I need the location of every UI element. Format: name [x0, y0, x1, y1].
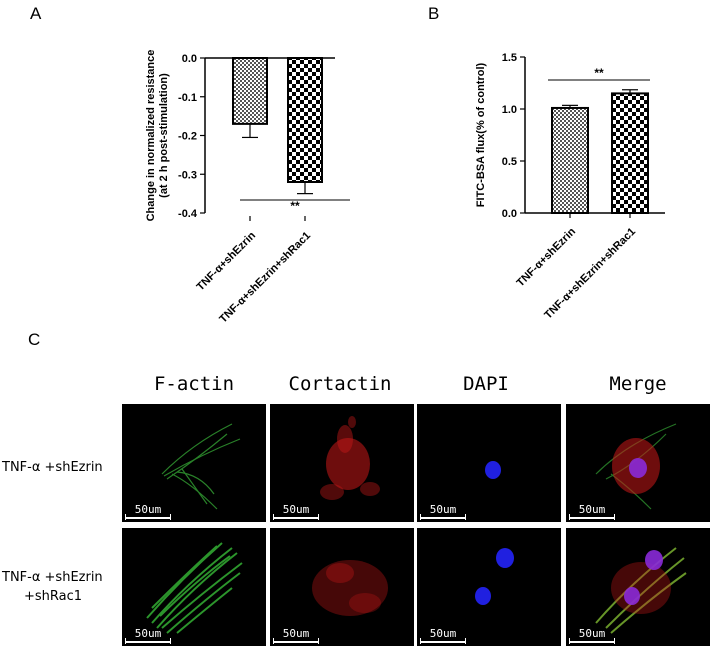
x-tick-label: TNF-α+shEzrin	[515, 225, 579, 289]
panel-label-a: A	[30, 4, 42, 23]
scale-bar: 50um	[273, 627, 319, 644]
y-tick-label: 1.0	[502, 104, 517, 116]
scale-bar: 50um	[273, 503, 319, 520]
row-label-2: TNF-α +shEzrin +shRac1	[2, 568, 103, 606]
image-row1-f-actin: 50um	[122, 404, 266, 522]
column-header-merge: Merge	[609, 373, 667, 395]
image-row2-merge: 50um	[566, 528, 710, 646]
y-axis-label: Change in normalized resistance	[145, 50, 157, 222]
scale-bar: 50um	[420, 503, 466, 520]
row-label-2-line1: TNF-α +shEzrin	[2, 570, 103, 585]
bar	[287, 57, 323, 183]
panel-label-c: C	[28, 330, 41, 349]
scale-bar: 50um	[420, 627, 466, 644]
row-label-1: TNF-α +shEzrin	[2, 458, 103, 477]
bar	[551, 106, 589, 214]
scale-bar: 50um	[569, 503, 615, 520]
scale-bar: 50um	[125, 503, 171, 520]
y-axis-label: FITC-BSA flux(% of control)	[475, 62, 487, 207]
scale-bar: 50um	[569, 627, 615, 644]
chart-a-resistance: 0.0 -0.1 -0.2 -0.3 -0.4 Change in normalized …	[145, 50, 350, 325]
y-tick-label: 0.0	[502, 208, 517, 220]
column-header-cortactin: Cortactin	[288, 373, 392, 395]
bar	[611, 92, 649, 214]
y-tick-label: -0.4	[178, 208, 198, 220]
image-row1-merge: 50um	[566, 404, 710, 522]
significance-label: **	[290, 199, 300, 213]
chart-b-fitc-flux: 0.0 0.5 1.0 1.5 FITC-BSA flux(% of control) T…	[475, 52, 665, 321]
image-row1-dapi: 50um	[417, 404, 561, 522]
y-tick-label: 1.5	[502, 52, 517, 64]
column-header-f-actin: F-actin	[153, 373, 235, 395]
y-tick-label: -0.2	[178, 131, 197, 143]
y-tick-label: 0.5	[502, 156, 517, 168]
panel-label-b: B	[428, 4, 440, 23]
row-label-2-line2: +shRac1	[24, 589, 83, 604]
image-row1-cortactin: 50um	[270, 404, 414, 522]
image-row2-f-actin: 50um	[122, 528, 266, 646]
significance-label: **	[594, 66, 604, 80]
image-row2-dapi: 50um	[417, 528, 561, 646]
y-axis-label: (at 2 h post-stimulation)	[158, 73, 170, 198]
image-row2-cortactin: 50um	[270, 528, 414, 646]
y-tick-label: -0.1	[178, 92, 197, 104]
y-tick-label: 0.0	[182, 53, 197, 65]
scale-bar: 50um	[125, 627, 171, 644]
row-label-1-line1: TNF-α +shEzrin	[2, 460, 103, 475]
column-header-dapi: DAPI	[463, 373, 509, 395]
y-tick-label: -0.3	[178, 169, 197, 181]
bar	[232, 57, 268, 125]
